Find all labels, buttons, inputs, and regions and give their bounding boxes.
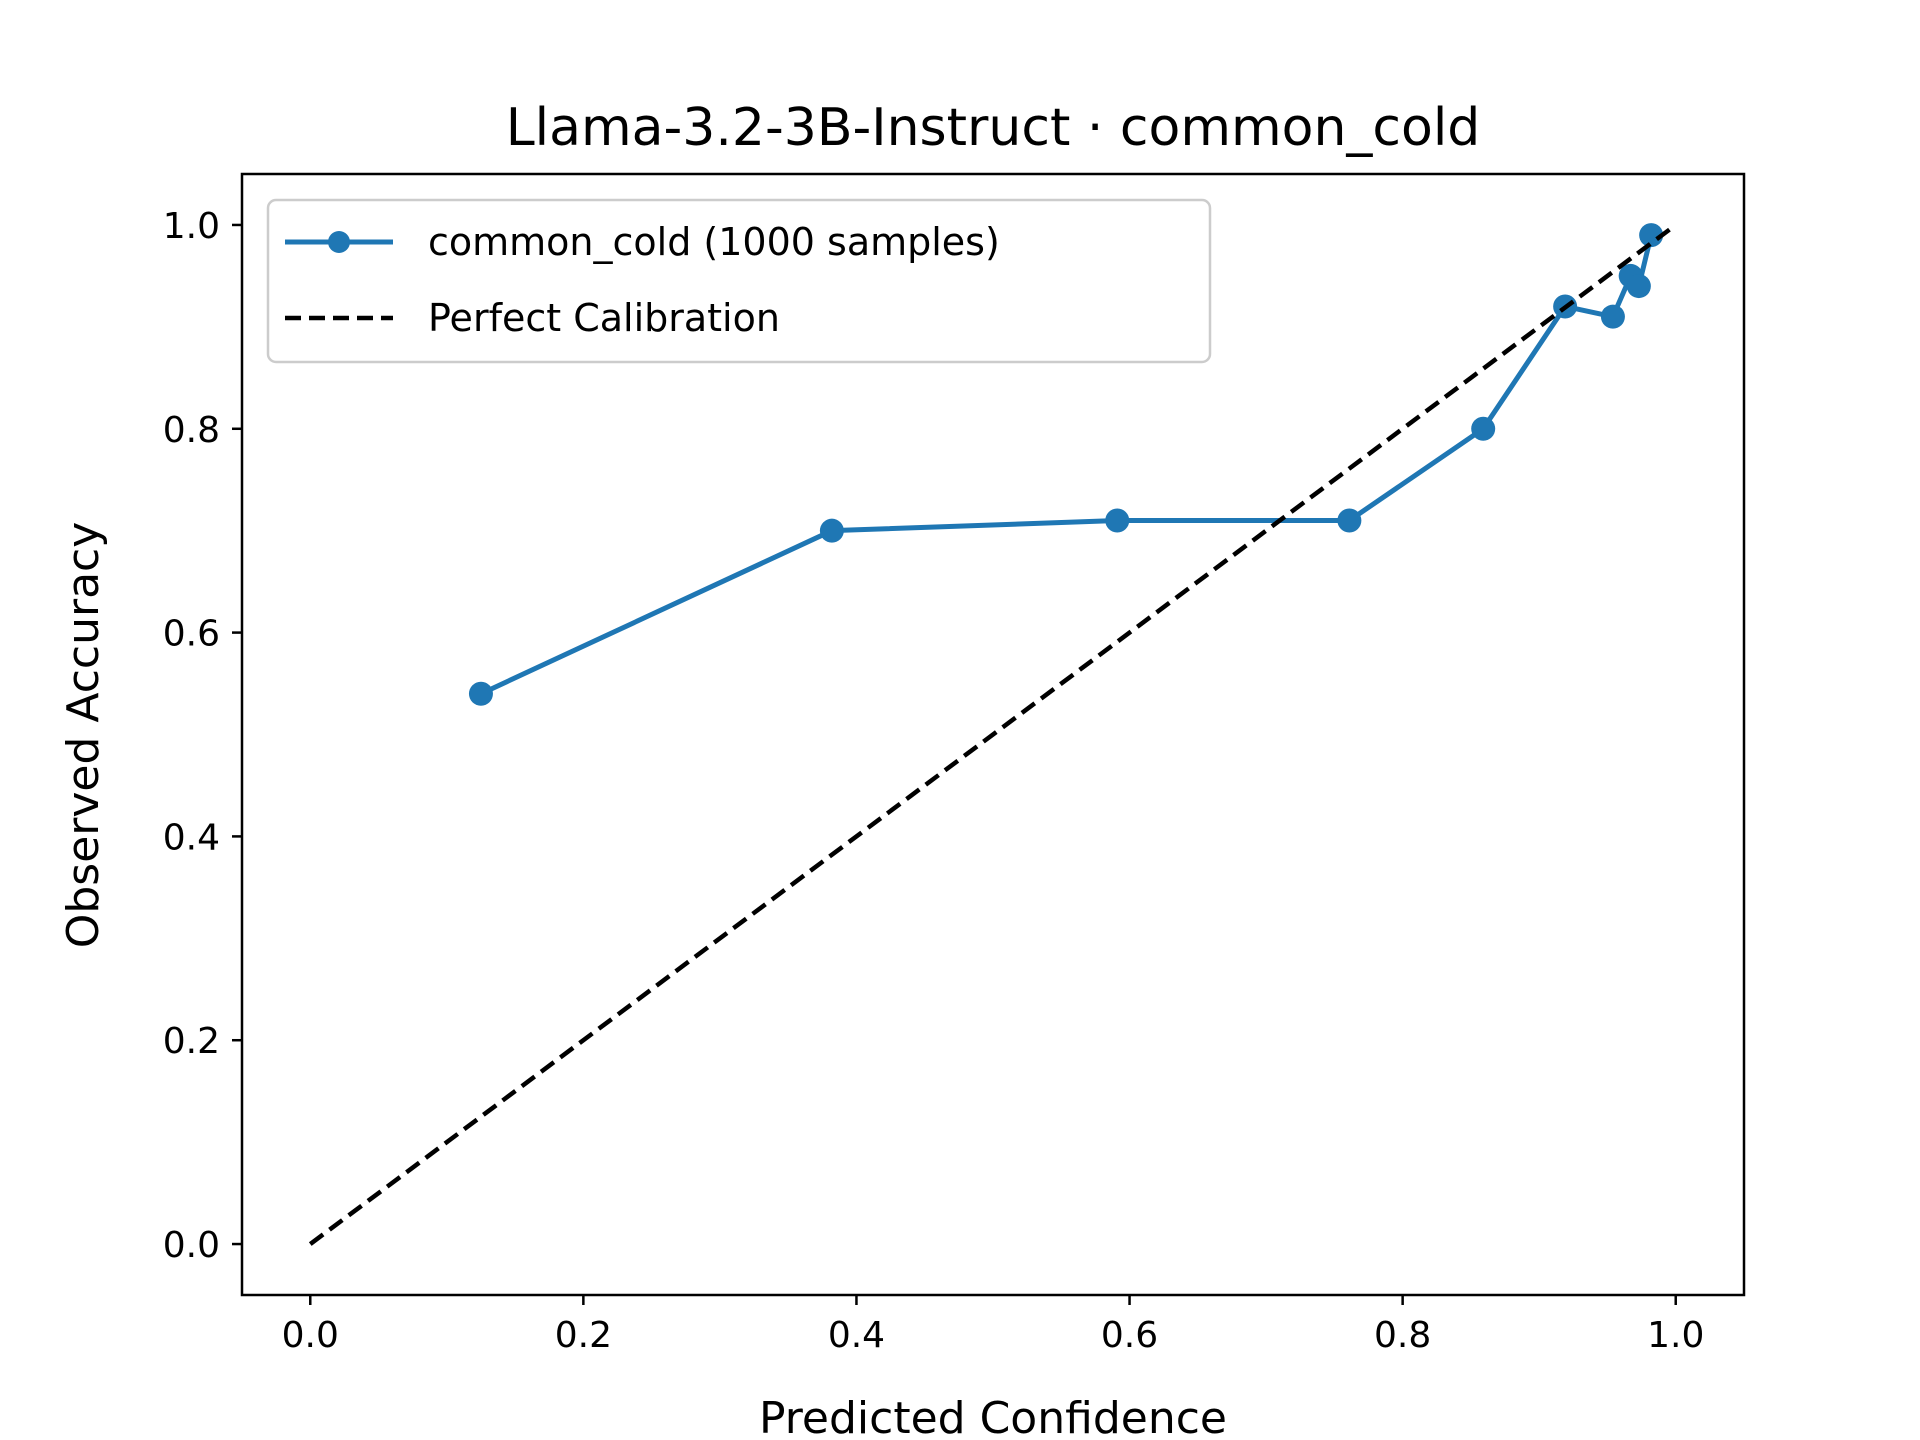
x-axis-ticks: 0.0 0.2 0.4 0.6 0.8 1.0 xyxy=(282,1295,1704,1356)
data-point xyxy=(1105,508,1130,533)
y-axis-label: Observed Accuracy xyxy=(58,522,109,949)
data-point xyxy=(1626,274,1651,299)
legend-box xyxy=(266,198,1212,364)
legend-marker-series xyxy=(328,231,350,253)
legend-label-series: common_cold (1000 samples) xyxy=(428,220,1000,264)
data-point xyxy=(1600,304,1625,329)
x-tick-label: 0.8 xyxy=(1374,1315,1431,1356)
y-tick-label: 0.0 xyxy=(163,1225,220,1266)
y-tick-label: 0.2 xyxy=(163,1021,220,1062)
x-tick-label: 1.0 xyxy=(1647,1315,1704,1356)
y-tick-label: 0.8 xyxy=(163,410,220,451)
x-tick-label: 0.0 xyxy=(282,1315,339,1356)
data-point xyxy=(1471,416,1496,441)
data-point xyxy=(468,681,493,706)
y-tick-label: 0.4 xyxy=(163,817,220,858)
y-tick-label: 1.0 xyxy=(163,206,220,247)
chart-title: Llama-3.2-3B-Instruct · common_cold xyxy=(506,98,1481,158)
data-point xyxy=(819,518,844,543)
x-tick-label: 0.2 xyxy=(555,1315,612,1356)
data-point xyxy=(1337,508,1362,533)
data-point xyxy=(1639,223,1664,248)
axes-frame xyxy=(240,172,1746,1297)
y-tick-label: 0.6 xyxy=(163,614,220,655)
x-tick-label: 0.6 xyxy=(1101,1315,1158,1356)
legend: common_cold (1000 samples) Perfect Calib… xyxy=(266,198,1212,364)
x-tick-label: 0.4 xyxy=(828,1315,885,1356)
plot-area xyxy=(308,223,1678,1246)
x-axis-label: Predicted Confidence xyxy=(759,1393,1227,1440)
legend-label-perfect-calibration: Perfect Calibration xyxy=(428,296,780,340)
y-axis-ticks: 0.0 0.2 0.4 0.6 0.8 1.0 xyxy=(163,206,242,1266)
series-line-perfect-calibration xyxy=(308,223,1678,1246)
